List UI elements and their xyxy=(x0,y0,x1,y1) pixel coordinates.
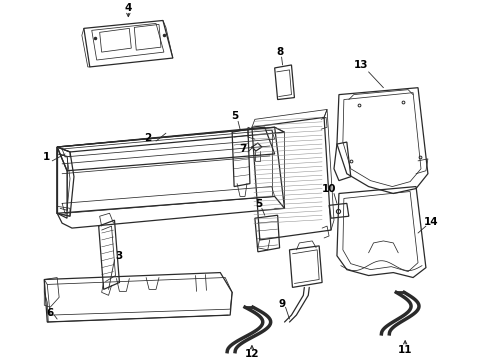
Text: 3: 3 xyxy=(115,251,122,261)
Text: 5: 5 xyxy=(255,199,263,210)
Text: 5: 5 xyxy=(231,111,239,121)
Text: 2: 2 xyxy=(145,133,152,143)
Text: 8: 8 xyxy=(276,47,283,57)
Text: 11: 11 xyxy=(398,345,413,355)
Text: 7: 7 xyxy=(239,144,246,154)
Text: 13: 13 xyxy=(353,60,368,70)
Text: 9: 9 xyxy=(278,299,285,309)
Text: 14: 14 xyxy=(423,217,438,227)
Text: 10: 10 xyxy=(322,184,336,194)
Text: 1: 1 xyxy=(43,152,50,162)
Text: 6: 6 xyxy=(47,308,54,318)
Text: 4: 4 xyxy=(124,3,132,13)
Text: 12: 12 xyxy=(245,348,259,359)
